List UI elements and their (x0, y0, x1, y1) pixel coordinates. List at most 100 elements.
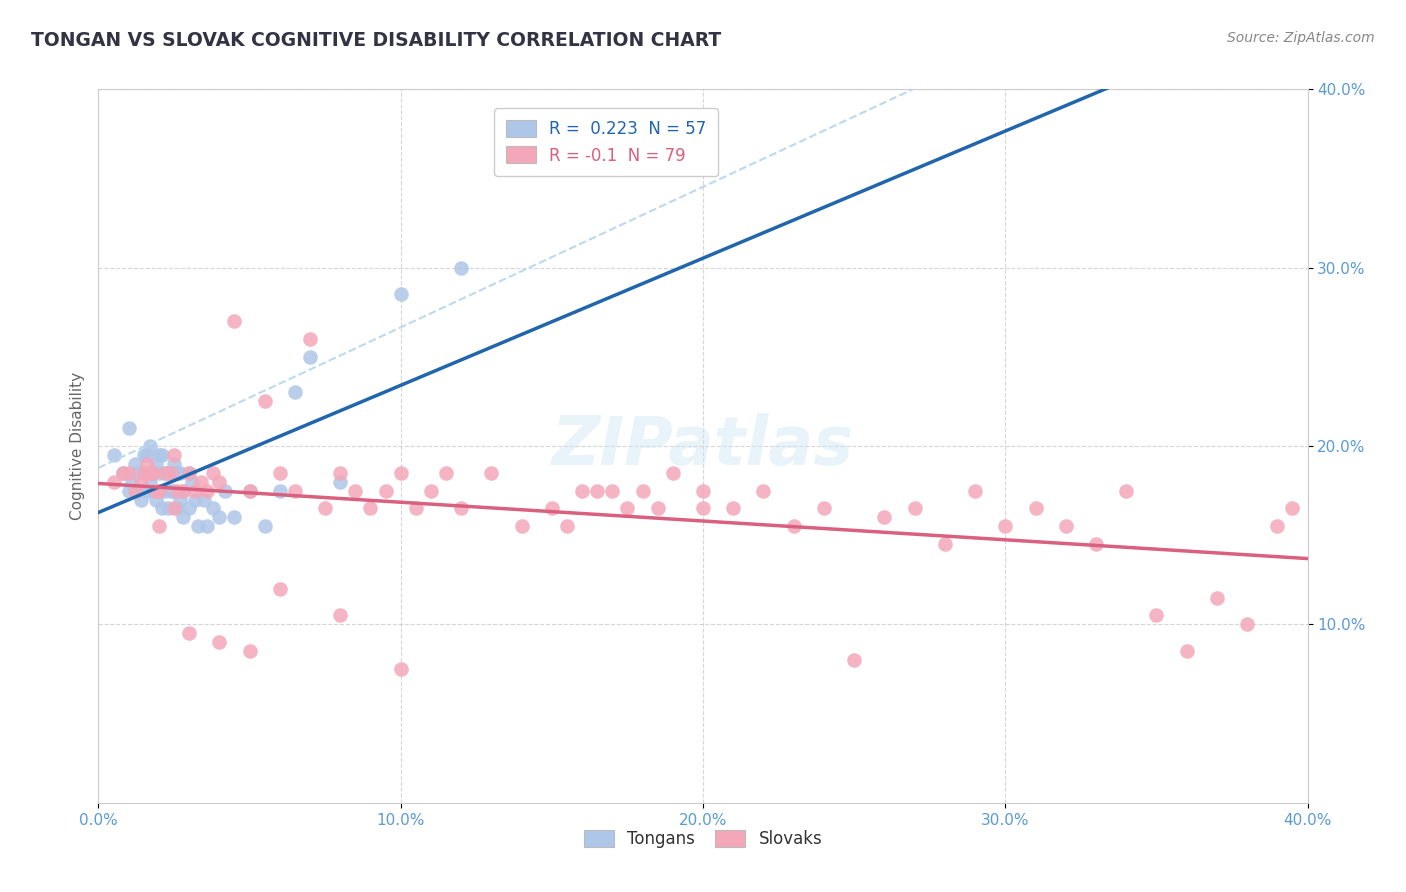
Point (148, 448, 170, 462)
Point (129, 492, 152, 507)
Point (169, 466, 191, 480)
Point (187, 519, 209, 533)
Point (111, 466, 134, 480)
Point (179, 466, 201, 480)
Point (184, 483, 207, 498)
Point (163, 501, 186, 516)
Y-axis label: Cognitive Disability: Cognitive Disability (69, 372, 84, 520)
Point (142, 466, 165, 480)
Point (389, 662, 412, 676)
Point (166, 501, 188, 516)
Point (208, 510, 231, 524)
Point (163, 483, 186, 498)
Point (253, 519, 276, 533)
Point (135, 483, 157, 498)
Point (118, 421, 141, 435)
Point (129, 475, 152, 489)
Point (148, 483, 170, 498)
Point (153, 483, 176, 498)
Point (145, 457, 167, 471)
Point (139, 439, 162, 453)
Point (692, 483, 714, 498)
Point (994, 519, 1017, 533)
Point (153, 466, 176, 480)
Point (195, 519, 218, 533)
Point (450, 501, 472, 516)
Point (208, 475, 231, 489)
Point (1115, 483, 1137, 498)
Point (148, 519, 170, 533)
Legend: Tongans, Slovaks: Tongans, Slovaks (578, 823, 828, 855)
Point (360, 501, 382, 516)
Point (873, 510, 896, 524)
Point (135, 457, 157, 471)
Point (692, 501, 714, 516)
Point (224, 510, 246, 524)
Point (616, 501, 638, 516)
Point (111, 466, 134, 480)
Point (193, 492, 215, 507)
Point (1144, 608, 1167, 623)
Point (156, 501, 179, 516)
Point (214, 483, 236, 498)
Point (172, 483, 194, 498)
Point (299, 350, 322, 364)
Point (631, 483, 654, 498)
Point (1175, 644, 1198, 658)
Point (127, 466, 149, 480)
Point (150, 501, 173, 516)
Point (148, 466, 170, 480)
Point (1024, 501, 1046, 516)
Point (160, 466, 183, 480)
Point (284, 385, 307, 400)
Point (103, 475, 125, 489)
Point (202, 501, 225, 516)
Point (602, 483, 624, 498)
Point (184, 492, 207, 507)
Point (723, 501, 745, 516)
Point (172, 483, 194, 498)
Point (540, 501, 562, 516)
Point (555, 519, 578, 533)
Point (166, 466, 188, 480)
Point (142, 466, 165, 480)
Point (1281, 501, 1303, 516)
Point (1054, 519, 1077, 533)
Point (153, 466, 176, 480)
Point (239, 644, 262, 658)
Point (783, 519, 806, 533)
Point (195, 483, 218, 498)
Text: Source: ZipAtlas.com: Source: ZipAtlas.com (1227, 31, 1375, 45)
Point (314, 501, 336, 516)
Point (139, 466, 162, 480)
Point (163, 457, 186, 471)
Point (510, 519, 533, 533)
Point (124, 457, 146, 471)
Point (135, 448, 157, 462)
Point (179, 626, 201, 640)
Point (1085, 537, 1108, 551)
Point (329, 466, 352, 480)
Point (145, 492, 167, 507)
Point (269, 466, 291, 480)
Point (752, 483, 775, 498)
Point (160, 466, 183, 480)
Point (179, 501, 201, 516)
Point (571, 483, 593, 498)
Point (269, 582, 291, 596)
Point (389, 287, 412, 301)
Text: TONGAN VS SLOVAK COGNITIVE DISABILITY CORRELATION CHART: TONGAN VS SLOVAK COGNITIVE DISABILITY CO… (31, 31, 721, 50)
Point (420, 483, 443, 498)
Point (661, 466, 683, 480)
Point (1236, 617, 1258, 632)
Point (190, 475, 212, 489)
Point (132, 466, 155, 480)
Point (647, 501, 669, 516)
Point (239, 483, 262, 498)
Point (224, 314, 246, 328)
Point (284, 483, 307, 498)
Point (344, 483, 367, 498)
Point (586, 483, 609, 498)
Point (103, 448, 125, 462)
Point (169, 492, 191, 507)
